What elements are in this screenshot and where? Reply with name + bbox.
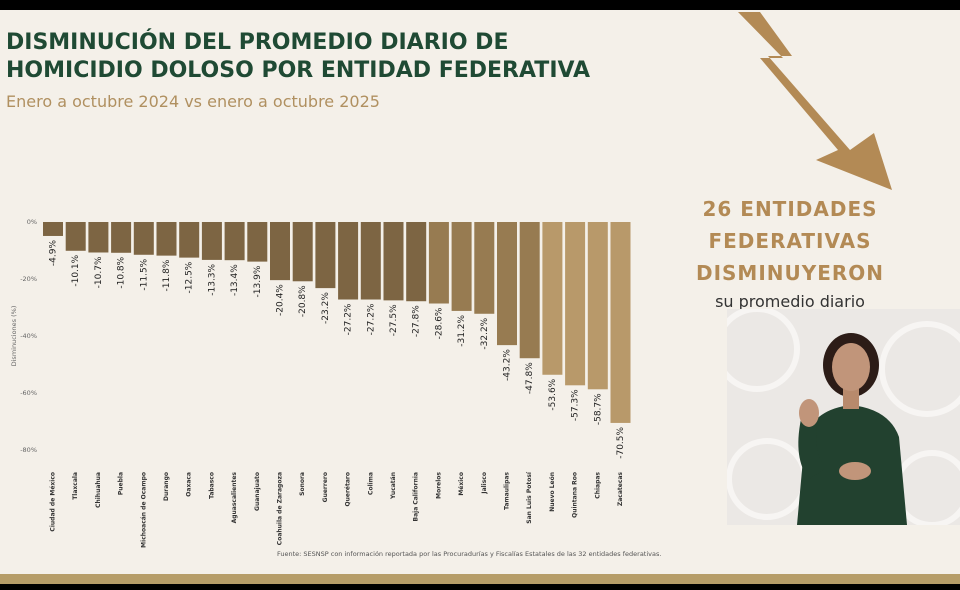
bar xyxy=(111,222,132,253)
bar xyxy=(224,222,245,261)
bottom-band xyxy=(0,574,960,584)
data-label: -13.3% xyxy=(207,263,217,295)
data-label: -23.2% xyxy=(321,292,331,324)
category-label: Colima xyxy=(367,472,374,495)
data-label: -11.5% xyxy=(139,258,149,290)
callout-line-2: FEDERATIVAS xyxy=(708,229,872,253)
category-label: Durango xyxy=(163,472,170,501)
category-label: Oaxaca xyxy=(186,472,193,497)
callout: 26 ENTIDADES FEDERATIVAS DISMINUYERON su… xyxy=(640,193,940,314)
bar xyxy=(270,222,290,281)
category-label: Tabasco xyxy=(208,472,215,499)
data-label: -58.7% xyxy=(593,393,603,425)
category-label: Baja California xyxy=(413,472,420,521)
title-line-1: DISMINUCIÓN DEL PROMEDIO DIARIO DE xyxy=(6,30,509,55)
bar xyxy=(610,222,631,423)
category-label: Ciudad de México xyxy=(50,472,57,532)
category-label: Aguascalientes xyxy=(231,472,238,524)
bar xyxy=(428,222,449,304)
category-label: Quintana Roo xyxy=(572,472,579,518)
slide: DISMINUCIÓN DEL PROMEDIO DIARIO DE HOMIC… xyxy=(0,10,960,584)
data-label: -11.8% xyxy=(162,259,172,291)
data-label: -13.4% xyxy=(230,264,240,296)
category-label: Puebla xyxy=(118,472,125,495)
down-arrow-graphic xyxy=(738,12,892,190)
bar xyxy=(519,222,540,359)
category-label: Michoacán de Ocampo xyxy=(140,472,147,548)
category-label: Tamaulipas xyxy=(504,472,511,510)
callout-subtitle: su promedio diario xyxy=(715,292,865,311)
category-label: Chiapas xyxy=(594,472,601,499)
data-label: -13.9% xyxy=(253,265,263,297)
bar xyxy=(43,222,63,236)
data-label: -57.3% xyxy=(571,389,581,421)
data-label: -32.2% xyxy=(480,317,490,349)
data-label: -27.5% xyxy=(389,304,399,336)
data-label: -10.7% xyxy=(94,256,104,288)
data-label: -12.5% xyxy=(185,261,195,293)
category-label: Sonora xyxy=(299,472,306,496)
category-label: Chihuahua xyxy=(95,472,102,508)
callout-line-3: DISMINUYERON xyxy=(695,261,885,285)
bar xyxy=(247,222,268,262)
bar xyxy=(292,222,313,282)
y-tick-label: 0% xyxy=(27,218,37,226)
category-label: Querétaro xyxy=(345,472,352,506)
bar xyxy=(587,222,608,390)
data-label: -53.6% xyxy=(548,378,558,410)
category-label: Tlaxcala xyxy=(72,472,79,500)
data-label: -28.6% xyxy=(434,307,444,339)
data-label: -10.8% xyxy=(117,256,127,288)
callout-line-1: 26 ENTIDADES xyxy=(702,197,878,221)
category-label: Nuevo León xyxy=(549,472,556,512)
y-tick-label: -40% xyxy=(20,332,37,340)
interpreter-picture xyxy=(727,309,960,525)
bar xyxy=(338,222,359,300)
data-label: -43.2% xyxy=(503,349,513,381)
data-label: -20.8% xyxy=(298,285,308,317)
bar xyxy=(360,222,381,300)
category-label: San Luis Potosí xyxy=(526,471,533,524)
bar xyxy=(201,222,222,260)
data-label: -10.1% xyxy=(71,254,81,286)
data-label: -70.5% xyxy=(616,426,626,458)
category-label: Coahuila de Zaragoza xyxy=(277,472,284,545)
data-label: -31.2% xyxy=(457,314,467,346)
data-label: -27.2% xyxy=(366,303,376,335)
data-label: -4.9% xyxy=(49,240,59,267)
data-label: -27.8% xyxy=(412,305,422,337)
category-label: Zacatecas xyxy=(617,472,624,507)
subtitle: Enero a octubre 2024 vs enero a octubre … xyxy=(6,92,380,111)
data-label: -47.8% xyxy=(525,362,535,394)
data-label: -27.2% xyxy=(344,303,354,335)
category-label: México xyxy=(458,472,465,496)
category-label: Morelos xyxy=(435,472,442,499)
bar xyxy=(497,222,517,346)
y-tick-label: -80% xyxy=(20,446,37,454)
title-line-2: HOMICIDIO DOLOSO POR ENTIDAD FEDERATIVA xyxy=(6,58,591,83)
bar xyxy=(179,222,200,258)
data-label: -20.4% xyxy=(276,284,286,316)
bar xyxy=(565,222,586,386)
bar xyxy=(542,222,563,375)
bar xyxy=(406,222,427,302)
y-axis-title: Disminuciones (%) xyxy=(10,306,18,367)
bar-chart: Disminuciones (%) 0% -20% -40% -60% -80% -4.9%… xyxy=(10,218,631,548)
category-label: Guerrero xyxy=(322,472,329,502)
bar xyxy=(133,222,154,255)
source-note: Fuente: SESNSP con información reportada… xyxy=(277,550,662,558)
category-label: Guanajuato xyxy=(254,472,261,511)
bar xyxy=(383,222,404,301)
bar xyxy=(156,222,177,256)
bar xyxy=(88,222,109,253)
bar xyxy=(474,222,495,314)
category-label: Yucatán xyxy=(390,472,397,500)
bar xyxy=(65,222,86,251)
bar xyxy=(451,222,472,311)
sign-language-interpreter-video xyxy=(727,309,960,525)
category-label: Jalisco xyxy=(481,472,488,495)
y-tick-label: -20% xyxy=(20,275,37,283)
y-tick-label: -60% xyxy=(20,389,37,397)
bar xyxy=(315,222,336,289)
